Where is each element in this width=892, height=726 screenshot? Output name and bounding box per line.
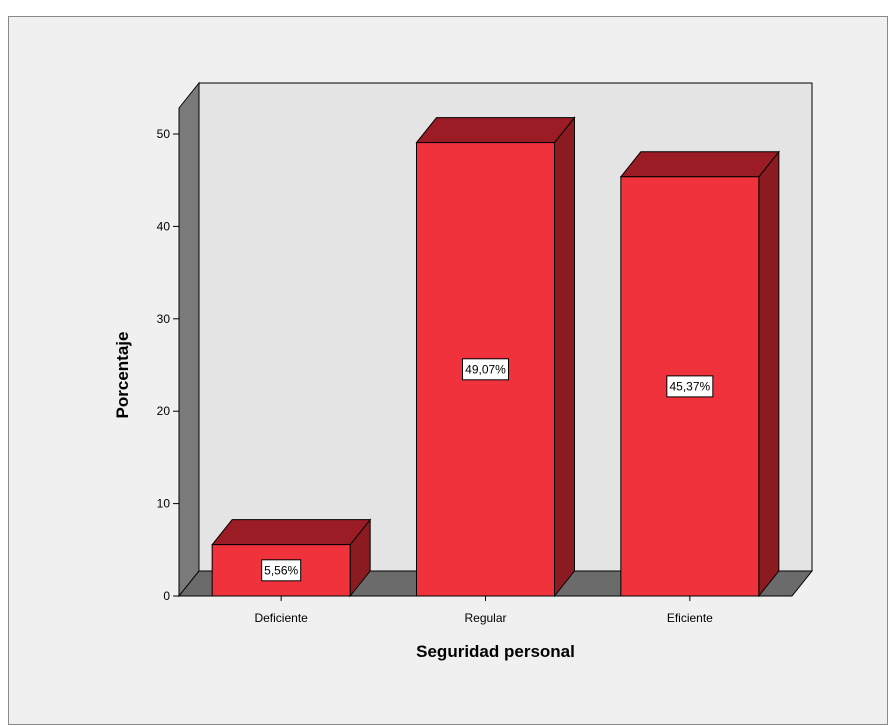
x-tick-label: Deficiente <box>254 611 308 625</box>
bars: 5,56% 49,07% 45,37% <box>211 116 780 598</box>
x-tick-label: Eficiente <box>667 611 713 625</box>
bar-top <box>211 519 372 546</box>
bar-regular: 49,07% <box>415 116 576 598</box>
data-label-box <box>462 358 509 381</box>
y-axis: 0 10 20 30 40 50 <box>157 127 179 603</box>
bar-side <box>758 150 780 598</box>
y-tick-label: 20 <box>157 404 171 418</box>
bar-top <box>415 117 576 144</box>
data-label: 45,37% <box>669 379 710 393</box>
y-tick-label: 50 <box>157 127 171 141</box>
data-label: 5,56% <box>264 563 298 577</box>
y-tick-label: 40 <box>157 219 171 233</box>
bar-chart: 0 10 20 30 40 50 5,56% 49,07% 45,37% Deficiente… <box>113 81 814 661</box>
bar-eficiente: 45,37% <box>619 150 780 598</box>
bar-side <box>554 116 575 598</box>
x-axis-title: Seguridad personal <box>416 642 575 661</box>
data-label-box <box>261 559 302 582</box>
side-wall <box>178 81 200 598</box>
y-tick-label: 30 <box>157 312 171 326</box>
x-axis: Deficiente Regular Eficiente <box>254 596 713 625</box>
y-axis-title: Porcentaje <box>113 332 132 419</box>
y-tick-label: 0 <box>163 589 170 603</box>
chart-frame: 0 10 20 30 40 50 5,56% 49,07% 45,37% Deficiente… <box>8 16 888 725</box>
data-label: 49,07% <box>465 362 506 376</box>
bar-top <box>619 151 780 178</box>
bar-deficiente: 5,56% <box>211 518 372 598</box>
y-tick-label: 10 <box>157 497 171 511</box>
x-tick-label: Regular <box>464 611 506 625</box>
data-label-box <box>666 375 714 398</box>
